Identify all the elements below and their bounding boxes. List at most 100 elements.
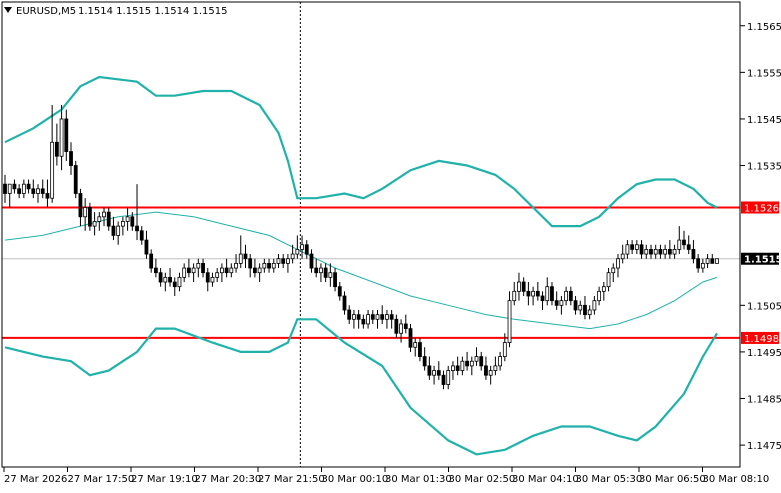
candle-body bbox=[31, 188, 36, 194]
candle-body bbox=[276, 258, 281, 264]
candle bbox=[191, 263, 196, 283]
candle bbox=[517, 272, 521, 301]
candle bbox=[385, 309, 389, 329]
candle-body bbox=[474, 356, 479, 362]
candle-body bbox=[441, 374, 446, 385]
candle-body bbox=[630, 244, 635, 250]
candle bbox=[31, 179, 36, 199]
candle-body bbox=[186, 267, 191, 274]
bollinger-bands bbox=[4, 75, 718, 456]
candle-body bbox=[583, 304, 587, 316]
level-price-label: 1.1526 bbox=[744, 203, 779, 214]
candle bbox=[682, 230, 686, 250]
candle bbox=[182, 263, 187, 283]
candle bbox=[394, 314, 399, 338]
candle bbox=[611, 263, 616, 283]
candle bbox=[295, 235, 300, 259]
x-tick-label: 30 Mar 00:10 bbox=[322, 474, 389, 485]
candle-body bbox=[205, 272, 210, 283]
candle-body bbox=[507, 300, 512, 343]
candle bbox=[116, 221, 121, 245]
candle-body bbox=[130, 216, 135, 227]
candle bbox=[78, 188, 83, 227]
candle bbox=[139, 226, 144, 245]
y-tick-label: 1.1475 bbox=[747, 441, 781, 452]
candle bbox=[597, 286, 602, 306]
candle-body bbox=[644, 249, 649, 255]
candle-body bbox=[210, 276, 215, 283]
candle-body bbox=[625, 244, 630, 255]
candle-body bbox=[517, 281, 521, 292]
candle bbox=[234, 254, 238, 273]
triangle-down-icon[interactable] bbox=[4, 7, 12, 13]
y-tick-label: 1.1565 bbox=[747, 22, 781, 33]
candle-body bbox=[691, 249, 696, 260]
x-tick-label: 30 Mar 04:10 bbox=[512, 474, 579, 485]
candle-body bbox=[144, 239, 149, 255]
candle-body bbox=[328, 272, 333, 278]
candle-body bbox=[606, 272, 611, 288]
candle bbox=[229, 263, 234, 278]
bollinger-lower-line bbox=[4, 318, 718, 456]
y-tick-label: 1.1495 bbox=[747, 348, 781, 359]
candle-body bbox=[512, 290, 517, 302]
plot-border bbox=[1, 1, 741, 468]
candle bbox=[356, 309, 361, 329]
candle-body bbox=[399, 323, 403, 334]
candle-body bbox=[601, 286, 606, 292]
candle bbox=[337, 282, 342, 301]
candle-body bbox=[36, 188, 40, 194]
candle bbox=[45, 179, 50, 208]
candle bbox=[144, 230, 149, 259]
x-tick-label: 27 Mar 21:50 bbox=[258, 474, 325, 485]
horizontal-levels[interactable] bbox=[2, 206, 740, 339]
candle bbox=[328, 263, 333, 287]
candle bbox=[573, 296, 578, 315]
candle bbox=[224, 258, 229, 278]
candle-body bbox=[182, 267, 187, 278]
candle bbox=[125, 207, 130, 231]
candle-body bbox=[295, 249, 300, 255]
candle-body bbox=[102, 211, 106, 218]
candle-body bbox=[531, 290, 536, 297]
candle-body bbox=[253, 267, 257, 274]
candle-body bbox=[366, 314, 370, 325]
candle bbox=[7, 183, 12, 208]
candle-body bbox=[465, 360, 469, 367]
candle bbox=[441, 370, 446, 390]
x-tick-label: 30 Mar 06:50 bbox=[639, 474, 706, 485]
candle-body bbox=[597, 290, 602, 302]
candle bbox=[205, 268, 210, 292]
candle bbox=[427, 356, 432, 380]
candle bbox=[186, 258, 191, 278]
y-tick-label: 1.1535 bbox=[747, 162, 781, 173]
candle bbox=[36, 184, 40, 203]
candle bbox=[59, 104, 64, 171]
candle bbox=[507, 291, 512, 348]
candle bbox=[710, 254, 715, 264]
candle bbox=[64, 109, 69, 161]
candle bbox=[649, 244, 653, 259]
candle-body bbox=[521, 281, 526, 292]
candle bbox=[215, 268, 220, 283]
candle-body bbox=[502, 342, 507, 357]
candle bbox=[135, 184, 139, 241]
candle-body bbox=[135, 225, 139, 232]
candle-body bbox=[69, 151, 73, 166]
candle-body bbox=[432, 370, 436, 376]
candle-body bbox=[309, 253, 314, 269]
candle bbox=[474, 347, 479, 366]
candle bbox=[403, 314, 408, 334]
candle-body bbox=[323, 267, 328, 278]
x-tick-label: 30 Mar 05:30 bbox=[576, 474, 643, 485]
candle bbox=[639, 240, 644, 259]
candle bbox=[17, 184, 22, 199]
candle-body bbox=[26, 183, 31, 190]
candle bbox=[309, 249, 314, 273]
candle bbox=[83, 198, 88, 231]
candle-body bbox=[568, 290, 573, 302]
candle-body bbox=[17, 188, 22, 194]
candle bbox=[545, 277, 550, 306]
